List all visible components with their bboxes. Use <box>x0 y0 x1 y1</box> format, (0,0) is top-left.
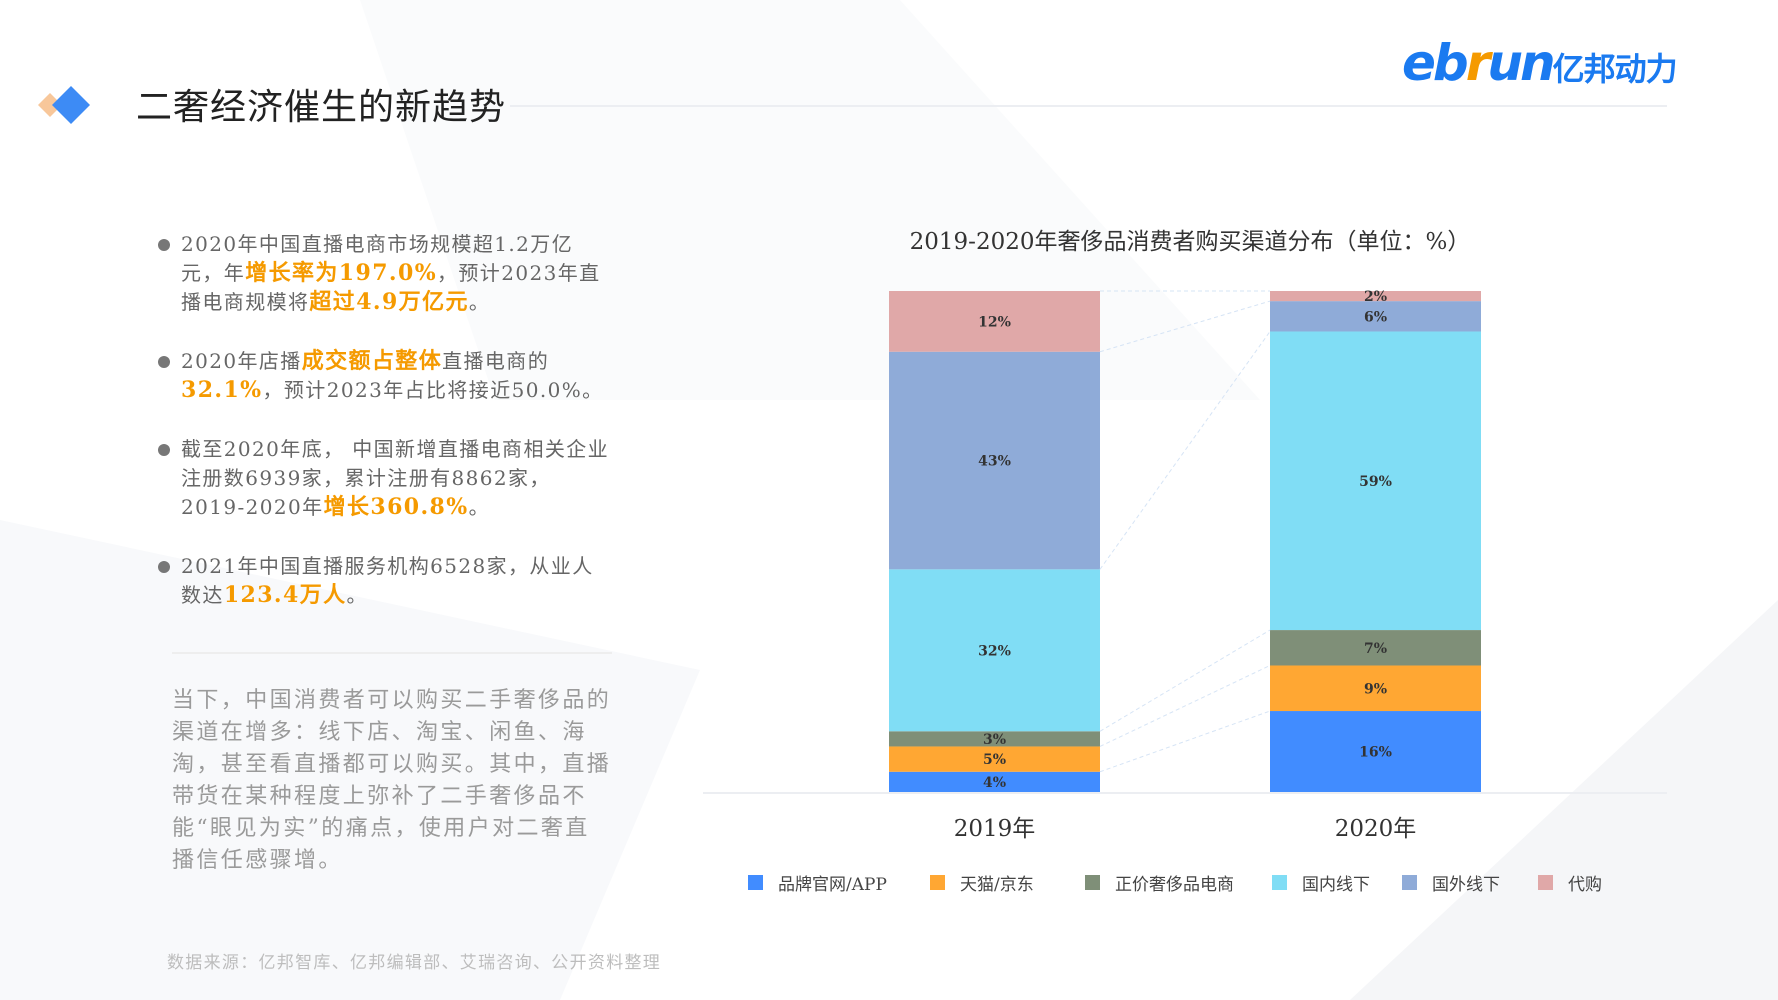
legend-item: 品牌官网/APP <box>748 870 930 895</box>
bullet-text: 2020年中国直播电商市场规模超1.2万亿元，年 <box>181 232 574 285</box>
x-tick-label: 2019年 <box>954 816 1036 842</box>
bullet-text: ，预计2023年直播电商规模将 <box>181 261 601 314</box>
bar-segment <box>1270 665 1481 712</box>
bar-segment <box>1270 291 1481 302</box>
header-divider <box>510 105 1667 107</box>
bar-segment <box>889 291 1100 352</box>
legend-swatch-icon <box>1402 875 1417 890</box>
legend-swatch-icon <box>1085 875 1100 890</box>
connector-line <box>1099 710 1271 773</box>
ebrun-logo: ebrun亿邦动力 <box>1402 34 1678 92</box>
data-label: 43% <box>978 454 1011 470</box>
x-tick-label: 2020年 <box>1335 816 1417 842</box>
highlight-text: 32.1% <box>181 377 263 403</box>
bullet-item: 2021年中国直播服务机构6528家，从业人数达123.4万人。 <box>158 552 613 610</box>
bar-segment <box>1270 301 1481 332</box>
bullet-text: 直播电商的 <box>442 349 550 373</box>
data-label: 16% <box>1359 745 1392 761</box>
bar-segment <box>1270 331 1481 631</box>
data-label: 9% <box>1364 681 1387 697</box>
bullet-text: 截至2020年底， 中国新增直播电商相关企业注册数6939家，累计注册有8862… <box>181 437 610 519</box>
bullet-item: 截至2020年底， 中国新增直播电商相关企业注册数6939家，累计注册有8862… <box>158 435 613 522</box>
bar-segment <box>889 771 1100 792</box>
legend-label: 国内线下 <box>1302 875 1370 895</box>
bullet-dot-icon <box>158 239 170 251</box>
logo-cn: 亿邦动力 <box>1552 50 1678 88</box>
connector-line <box>1099 665 1271 747</box>
bar-segment <box>1270 711 1481 792</box>
summary-paragraph: 当下，中国消费者可以购买二手奢侈品的渠道在增多：线下店、淘宝、闲鱼、海淘，甚至看… <box>172 688 612 873</box>
section-divider <box>172 652 612 654</box>
bullet-item: 2020年店播成交额占整体直播电商的 32.1%，预计2023年占比将接近50.0… <box>158 347 613 405</box>
bullet-text: 。 <box>468 495 490 519</box>
bullet-dot-icon <box>158 444 170 456</box>
legend-item: 国外线下 <box>1402 870 1538 895</box>
data-label: 3% <box>983 732 1006 748</box>
highlight-text: 123.4万人 <box>223 582 347 608</box>
bullet-list: 2020年中国直播电商市场规模超1.2万亿元，年增长率为197.0%，预计202… <box>158 230 613 640</box>
page-title: 二奢经济催生的新趋势 <box>136 87 507 128</box>
bullet-text: 2021年中国直播服务机构6528家，从业人数达 <box>181 554 594 607</box>
legend-label: 代购 <box>1568 875 1602 895</box>
bar-segment <box>1270 630 1481 666</box>
bullet-text: 。 <box>468 290 491 314</box>
bullet-dot-icon <box>158 356 170 368</box>
data-source: 数据来源：亿邦智库、亿邦编辑部、艾瑞咨询、公开资料整理 <box>167 953 662 973</box>
bullet-item: 2020年中国直播电商市场规模超1.2万亿元，年增长率为197.0%，预计202… <box>158 230 613 317</box>
data-label: 6% <box>1364 309 1387 325</box>
legend-swatch-icon <box>1538 875 1553 890</box>
bullet-text: ，预计2023年占比将接近50.0%。 <box>262 378 604 402</box>
bullet-text: 2020年店播 <box>181 349 302 373</box>
legend-label: 国外线下 <box>1432 875 1500 895</box>
highlight-text: 超过4.9万亿元 <box>309 289 469 315</box>
data-label: 7% <box>1364 641 1387 657</box>
legend-label: 天猫/京东 <box>960 875 1034 895</box>
data-label: 4% <box>983 775 1006 791</box>
legend-item: 天猫/京东 <box>930 870 1085 895</box>
chart-legend: 品牌官网/APP 天猫/京东 正价奢侈品电商 国内线下 国外线下 代购 <box>748 870 1618 895</box>
legend-swatch-icon <box>748 875 763 890</box>
bullet-dot-icon <box>158 561 170 573</box>
legend-label: 正价奢侈品电商 <box>1115 875 1234 895</box>
data-label: 5% <box>983 752 1006 768</box>
legend-swatch-icon <box>930 875 945 890</box>
highlight-text: 增长360.8% <box>323 494 469 520</box>
highlight-text: 增长率为197.0% <box>245 260 437 286</box>
legend-swatch-icon <box>1272 875 1287 890</box>
connector-line <box>1099 629 1271 732</box>
data-label: 32% <box>978 643 1011 659</box>
bar-segment <box>889 351 1100 570</box>
bar-segment <box>889 731 1100 747</box>
highlight-text: 成交额占整体 <box>301 348 443 374</box>
title-diamonds-icon <box>38 86 90 124</box>
legend-label: 品牌官网/APP <box>778 875 887 895</box>
data-label: 59% <box>1359 474 1392 490</box>
legend-item: 正价奢侈品电商 <box>1085 870 1272 895</box>
connector-line <box>1099 300 1271 353</box>
data-label: 2% <box>1364 289 1387 305</box>
bar-segment <box>889 746 1100 772</box>
legend-item: 国内线下 <box>1272 870 1402 895</box>
logo-en: ebrun <box>1402 34 1556 92</box>
bar-segment <box>889 569 1100 732</box>
bullet-text: 。 <box>346 583 368 607</box>
legend-item: 代购 <box>1538 870 1618 895</box>
connector-line <box>1099 331 1271 570</box>
data-label: 12% <box>978 314 1011 330</box>
chart-title: 2019-2020年奢侈品消费者购买渠道分布（单位：%） <box>909 229 1471 255</box>
